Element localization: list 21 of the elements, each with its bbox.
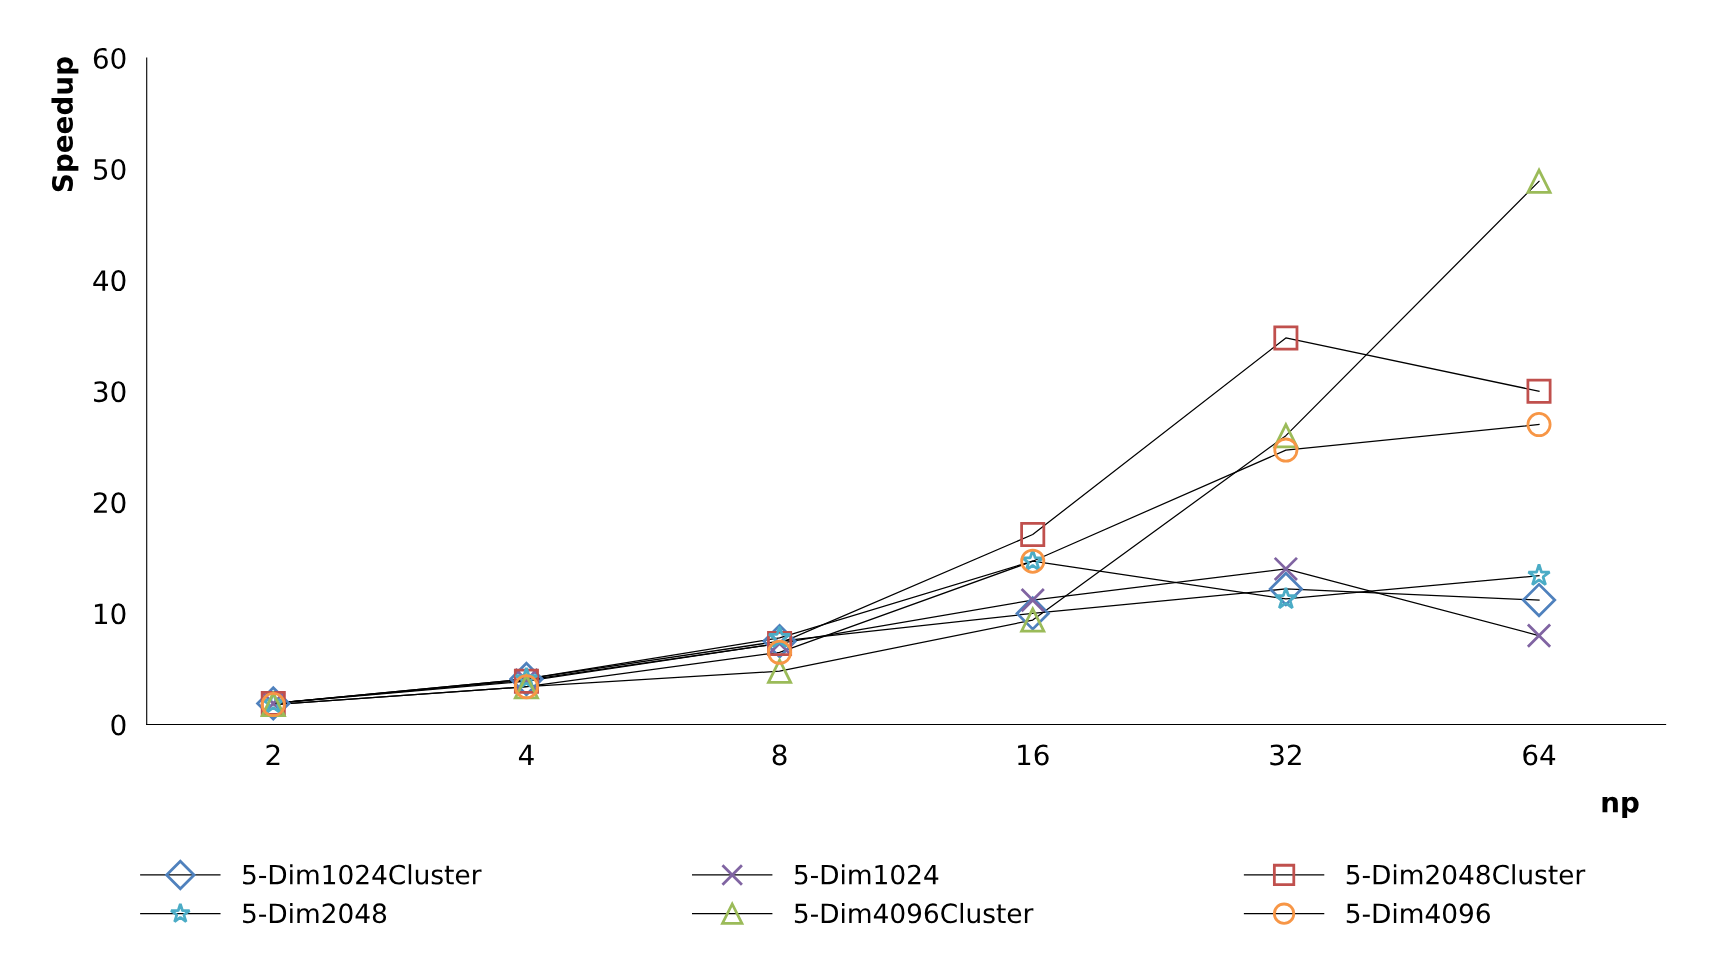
legend-label: 5-Dim1024Cluster (243, 864, 482, 885)
legend-label: 5-Dim1024 (794, 864, 939, 885)
y-tick-label: 20 (93, 492, 126, 514)
x-tick-label: 32 (1270, 744, 1301, 766)
legend-label: 5-Dim2048Cluster (1346, 864, 1586, 885)
y-tick-label: 40 (93, 270, 126, 292)
x-tick-label: 64 (1523, 744, 1556, 766)
x-tick-label: 4 (518, 744, 534, 766)
y-tick-label: 30 (94, 381, 126, 403)
y-tick-label: 60 (93, 47, 126, 69)
y-tick-label: 10 (94, 603, 126, 625)
y-tick-label: 50 (94, 158, 126, 180)
x-tick-label: 2 (266, 744, 280, 766)
legend-label: 5-Dim4096Cluster (794, 902, 1034, 924)
x-axis-title: np (1602, 796, 1639, 819)
y-tick-label: 0 (111, 714, 126, 736)
legend-label: 5-Dim4096 (1346, 902, 1490, 924)
y-axis-title: Speedup (51, 57, 79, 192)
x-tick-label: 16 (1018, 744, 1049, 766)
x-tick-label: 8 (772, 744, 787, 766)
legend-label: 5-Dim2048 (243, 902, 387, 924)
